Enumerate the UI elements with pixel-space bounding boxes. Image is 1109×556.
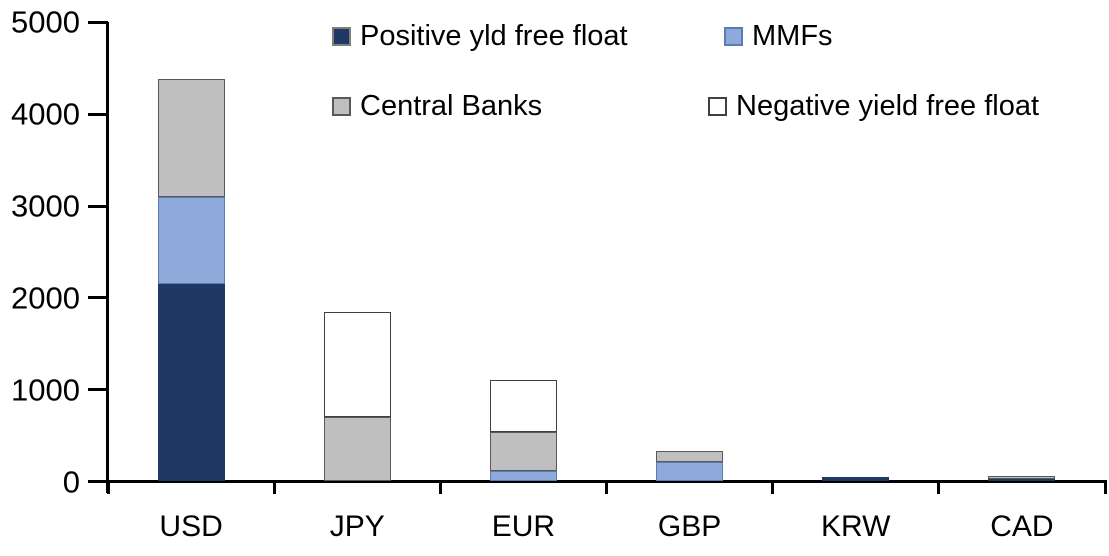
y-axis-tick: [88, 296, 108, 300]
legend-item-central-banks: Central Banks: [332, 92, 542, 121]
legend-label-positive-yld-free-float: Positive yld free float: [360, 20, 628, 52]
bar-segment-cad-central-banks: [988, 475, 1056, 479]
y-axis-line: [106, 22, 109, 493]
legend-item-negative-yield-free-float: Negative yield free float: [708, 92, 1039, 121]
bar-usd: [157, 79, 225, 482]
x-axis-line: [88, 480, 1107, 483]
bar-segment-usd-positive-yld-free-float: [157, 284, 225, 482]
legend-label-negative-yield-free-float: Negative yield free float: [736, 90, 1040, 122]
y-tick-label: 0: [62, 464, 80, 499]
legend-label-central-banks: Central Banks: [360, 90, 543, 122]
x-category-label-cad: CAD: [990, 510, 1054, 543]
x-axis-tick: [438, 481, 442, 494]
y-axis-tick: [88, 204, 108, 208]
y-axis-tick: [88, 388, 108, 392]
legend-item-mmfs: MMFs: [724, 22, 833, 51]
y-axis-tick: [88, 112, 108, 116]
bar-segment-usd-mmfs: [157, 196, 225, 285]
bar-segment-gbp-central-banks: [656, 451, 724, 463]
bar-segment-cad-positive-yld-free-float: [988, 478, 1056, 482]
y-axis-tick: [88, 20, 108, 24]
y-axis-tick: [88, 480, 108, 483]
bar-segment-jpy-central-banks: [323, 417, 391, 482]
x-axis-tick: [771, 481, 775, 494]
bar-segment-eur-negative-yield-free-float: [489, 379, 557, 432]
x-category-label-eur: EUR: [491, 510, 556, 543]
x-category-label-gbp: GBP: [657, 510, 722, 543]
bar-krw: [822, 477, 890, 482]
x-category-label-jpy: JPY: [329, 510, 385, 543]
bar-jpy: [323, 311, 391, 482]
legend-swatch-mmfs-icon: [724, 27, 743, 46]
x-axis-tick: [1103, 481, 1107, 494]
x-axis-tick: [605, 481, 608, 494]
bar-segment-krw-positive-yld-free-float: [822, 477, 890, 482]
y-tick-label: 4000: [11, 96, 80, 132]
legend-swatch-positive-yld-free-float-icon: [332, 27, 351, 46]
bar-segment-eur-central-banks: [489, 431, 557, 472]
y-tick-label: 5000: [11, 4, 80, 40]
legend-swatch-central-banks-icon: [332, 97, 351, 116]
bar-segment-eur-mmfs: [489, 471, 557, 482]
bar-gbp: [656, 451, 724, 482]
bar-segment-jpy-negative-yield-free-float: [323, 311, 391, 418]
bar-eur: [489, 379, 557, 482]
x-category-label-usd: USD: [159, 510, 223, 543]
bar-segment-usd-central-banks: [157, 79, 225, 197]
y-tick-label: 2000: [11, 280, 80, 316]
x-axis-tick: [106, 481, 110, 494]
x-axis-tick: [937, 481, 941, 494]
x-category-label-krw: KRW: [821, 510, 891, 543]
y-tick-label: 1000: [11, 372, 80, 408]
bar-cad: [988, 475, 1056, 482]
legend-swatch-negative-yield-free-float-icon: [708, 97, 727, 116]
x-axis-tick: [272, 481, 276, 494]
legend-item-positive-yld-free-float: Positive yld free float: [332, 22, 628, 51]
y-tick-label: 3000: [11, 188, 80, 224]
legend-label-mmfs: MMFs: [752, 20, 833, 52]
bar-segment-gbp-mmfs: [656, 462, 724, 482]
